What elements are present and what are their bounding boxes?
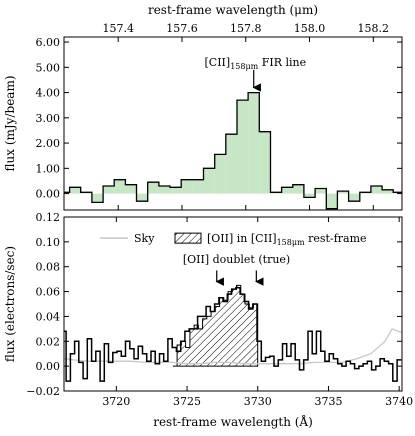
y-tick-label: 0.00	[36, 360, 61, 373]
flux-fill-bin	[326, 193, 338, 209]
bottom-x-axis-label: rest-frame wavelength (Å)	[153, 414, 313, 429]
flux-fill-bin	[170, 187, 182, 194]
flux-fill-bin	[181, 179, 193, 194]
top-flux-fill	[64, 92, 402, 209]
y-tick-label: 0.04	[36, 310, 61, 323]
flux-fill-bin	[393, 192, 402, 194]
y-tick-label: 0.12	[36, 211, 61, 224]
legend-oii-sub: 158μm	[277, 238, 305, 247]
flux-fill-bin	[292, 184, 304, 194]
top-flux-line	[64, 91, 402, 210]
bottom-y-ticks: −0.02 0.00 0.02 0.04 0.06 0.08 0.10 0.12	[26, 211, 402, 398]
top-x-ticks: 157.4 157.6 157.8 158.0 158.2	[102, 22, 389, 210]
y-tick-label: 3.00	[36, 112, 61, 125]
y-tick-label: 0.00	[36, 188, 61, 201]
cii-line-annotation: [CII]158μm FIR line	[204, 56, 306, 92]
bottom-y-axis-label: flux (electrons/sec)	[3, 246, 17, 362]
flux-fill-bin	[91, 193, 104, 203]
flux-step-line	[64, 91, 402, 210]
x-tick-label: 3725	[173, 395, 201, 408]
flux-fill-bin	[203, 168, 215, 194]
legend: Sky [OII] in [CII]158μm rest-frame	[100, 232, 367, 247]
flux-fill-bin	[281, 187, 293, 194]
bottom-panel: −0.020.000.020.040.060.080.100.12 3720 37…	[3, 211, 413, 429]
cii-label-rest: FIR line	[258, 56, 306, 69]
y-tick-label: 4.00	[36, 87, 61, 100]
oii-doublet-label: [OII] doublet (true)	[183, 253, 290, 266]
x-tick-label: 157.4	[102, 22, 134, 35]
flux-fill-bin	[370, 186, 383, 194]
x-tick-label: 157.8	[230, 22, 262, 35]
x-tick-label: 158.0	[294, 22, 326, 35]
legend-hatch-swatch	[174, 232, 202, 244]
cii-line-label: [CII]158μm FIR line	[204, 56, 306, 71]
y-tick-label: 5.00	[36, 61, 61, 74]
flux-fill-bin	[315, 188, 327, 194]
flux-fill-bin	[114, 179, 126, 194]
cii-label-sub: 158μm	[230, 62, 258, 71]
flux-fill-bin	[259, 131, 271, 194]
flux-fill-bin	[69, 187, 81, 194]
flux-fill-bin	[147, 182, 159, 194]
flux-fill-bin	[64, 192, 70, 194]
y-tick-label: 1.00	[36, 162, 61, 175]
cii-label-main: [CII]	[204, 56, 230, 69]
flux-fill-bin	[158, 186, 171, 194]
x-tick-label: 157.6	[166, 22, 198, 35]
y-tick-label: 2.00	[36, 137, 61, 150]
flux-fill-bin	[348, 193, 360, 202]
sky-line	[64, 328, 402, 365]
x-tick-label: 158.2	[358, 22, 390, 35]
x-tick-label: 3740	[385, 395, 413, 408]
x-tick-label: 3735	[314, 395, 342, 408]
top-y-ticks: 0.00 1.00 2.00 3.00 4.00 5.00 6.00	[36, 36, 402, 201]
oii-doublet-annotation: [OII] doublet (true)	[183, 253, 290, 286]
sky-spectrum-line	[64, 328, 402, 365]
oii-hatched-area	[172, 284, 259, 367]
y-tick-label: 0.06	[36, 286, 61, 299]
flux-fill-bin	[136, 193, 148, 202]
flux-fill-bin	[270, 192, 282, 194]
y-tick-label: 0.02	[36, 335, 61, 348]
flux-fill-bin	[337, 191, 349, 194]
legend-oii-main: [OII] in [CII]	[207, 232, 277, 245]
y-tick-label: −0.02	[26, 385, 60, 398]
flux-fill-bin	[80, 192, 92, 194]
flux-fill-bin	[192, 179, 204, 194]
flux-step-line	[64, 287, 402, 382]
flux-fill-bin	[303, 193, 316, 198]
top-y-axis-label: flux (mJy/beam)	[3, 75, 17, 171]
oii-hatched-band	[172, 284, 259, 367]
top-plot-frame	[63, 36, 403, 211]
y-tick-label: 6.00	[36, 36, 61, 49]
legend-sky-label: Sky	[134, 232, 155, 245]
bottom-x-ticks: 3720 3725 3730 3735 3740	[102, 217, 413, 408]
bottom-flux-line	[64, 287, 402, 382]
x-tick-label: 3730	[244, 395, 272, 408]
bottom-plot-frame	[63, 216, 403, 392]
flux-fill-bin	[382, 189, 394, 194]
x-tick-label: 3720	[102, 395, 130, 408]
y-tick-label: 0.08	[36, 261, 61, 274]
flux-fill-bin	[248, 92, 260, 194]
flux-fill-bin	[359, 192, 371, 194]
flux-fill-bin	[236, 100, 249, 194]
flux-fill-bin	[225, 134, 237, 194]
legend-oii-label: [OII] in [CII]158μm rest-frame	[207, 232, 367, 247]
flux-fill-bin	[214, 154, 226, 194]
top-panel: 0.001.002.003.004.005.006.00 157.4 157.6 1…	[3, 3, 403, 211]
top-x-axis-label: rest-frame wavelength (μm)	[148, 3, 318, 17]
legend-oii-rest: rest-frame	[305, 232, 367, 245]
flux-fill-bin	[103, 186, 115, 194]
y-tick-label: 0.10	[36, 236, 61, 249]
flux-fill-bin	[125, 184, 137, 194]
